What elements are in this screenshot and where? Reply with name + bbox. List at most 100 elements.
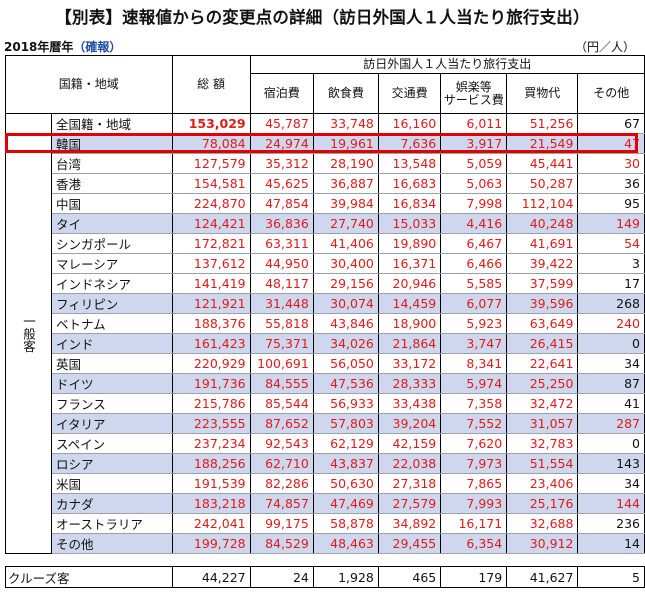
page-title: 【別表】速報値からの変更点の詳細（訪日外国人１人当たり旅行支出） xyxy=(55,8,590,27)
table-cell: 36,836 xyxy=(249,213,314,234)
table-cell: 50,630 xyxy=(312,473,379,494)
table-cell: 41,691 xyxy=(506,233,579,254)
table-cell: 16,834 xyxy=(377,193,442,214)
row-label: オーストラリア xyxy=(51,513,173,534)
table-cell: 47,469 xyxy=(312,493,379,514)
table-cell: 20,946 xyxy=(377,273,442,294)
row-label: タイ xyxy=(51,213,173,234)
row-label: インド xyxy=(51,333,173,354)
year-text: 2018年暦年 xyxy=(4,40,74,54)
table-cell: 5,063 xyxy=(440,173,508,194)
spacer-row xyxy=(5,553,645,567)
row-label: イタリア xyxy=(51,413,173,434)
table-cell: 465 xyxy=(377,566,442,588)
row-label: マレーシア xyxy=(51,253,173,274)
table-cell: 16,371 xyxy=(377,253,442,274)
table-row: 香港 154,581 45,625 36,887 16,683 5,063 50,287 36 xyxy=(6,173,645,194)
table-cell: 0 xyxy=(577,433,645,454)
table-row: 米国 191,539 82,286 50,630 27,318 7,865 23,406 34 xyxy=(6,473,645,494)
table-cell: 34,026 xyxy=(312,333,379,354)
table-cell: 39,422 xyxy=(506,253,579,274)
table-row: シンガポール 172,821 63,311 41,406 19,890 6,467 41,6… xyxy=(6,233,645,254)
table-cell: 220,929 xyxy=(171,353,251,374)
table-cell: 35,312 xyxy=(249,153,314,174)
table-cell: 127,579 xyxy=(171,153,251,174)
table-cell: 242,041 xyxy=(171,513,251,534)
table-cell: 45,625 xyxy=(249,173,314,194)
table-cell: 74,857 xyxy=(249,493,314,514)
table-cell: 99,175 xyxy=(249,513,314,534)
header-col: 飲食費 xyxy=(312,73,379,114)
table-cell: 78,084 xyxy=(171,133,251,154)
table-cell: 143 xyxy=(577,453,645,474)
table-cell: 240 xyxy=(577,313,645,334)
table-cell: 268 xyxy=(577,293,645,314)
header-span: 訪日外国人１人当たり旅行支出 xyxy=(249,55,645,74)
table-row: カナダ 183,218 74,857 47,469 27,579 7,993 25,176 1… xyxy=(6,493,645,514)
cruise-label: クルーズ客 xyxy=(5,566,173,588)
table-cell: 4,416 xyxy=(440,213,508,234)
table-cell: 18,900 xyxy=(377,313,442,334)
table-cell: 21,864 xyxy=(377,333,442,354)
table-cell: 7,620 xyxy=(440,433,508,454)
table-cell: 44,950 xyxy=(249,253,314,274)
table-cell: 19,961 xyxy=(312,133,379,154)
table-cell: 32,472 xyxy=(506,393,579,414)
table-cell: 15,033 xyxy=(377,213,442,234)
table-cell: 54 xyxy=(577,233,645,254)
table-cell: 27,318 xyxy=(377,473,442,494)
table-cell: 30,912 xyxy=(506,533,579,554)
table-cell: 84,529 xyxy=(249,533,314,554)
table-cell: 6,354 xyxy=(440,533,508,554)
table-cell: 62,129 xyxy=(312,433,379,454)
table-cell: 7,636 xyxy=(377,133,442,154)
table-cell: 34,892 xyxy=(377,513,442,534)
table-cell: 23,406 xyxy=(506,473,579,494)
table-cell: 161,423 xyxy=(171,333,251,354)
table-cell: 30,074 xyxy=(312,293,379,314)
table-row: ドイツ 191,736 84,555 47,536 28,333 5,974 25,250 8… xyxy=(6,373,645,394)
table-cell: 1,928 xyxy=(312,566,379,588)
row-label: フランス xyxy=(51,393,173,414)
table-cell: 32,688 xyxy=(506,513,579,534)
table-cell: 34 xyxy=(577,353,645,374)
table-cell: 56,050 xyxy=(312,353,379,374)
table-cell: 7,552 xyxy=(440,413,508,434)
table-cell: 17 xyxy=(577,273,645,294)
table-row: ベトナム 188,376 55,818 43,846 18,900 5,923 63,649… xyxy=(6,313,645,334)
table-cell: 29,455 xyxy=(377,533,442,554)
table-cell: 188,376 xyxy=(171,313,251,334)
table-cell: 31,057 xyxy=(506,413,579,434)
table-cell: 13,548 xyxy=(377,153,442,174)
row-label: ロシア xyxy=(51,453,173,474)
table-cell: 63,311 xyxy=(249,233,314,254)
row-label: 中国 xyxy=(51,193,173,214)
table-cell: 100,691 xyxy=(249,353,314,374)
table-cell: 48,463 xyxy=(312,533,379,554)
table-cell: 33,172 xyxy=(377,353,442,374)
header-total: 総 額 xyxy=(171,55,251,114)
table-cell: 191,736 xyxy=(171,373,251,394)
table-cell: 26,415 xyxy=(506,333,579,354)
table-cell: 215,786 xyxy=(171,393,251,414)
table-cell: 63,649 xyxy=(506,313,579,334)
row-label: 全国籍・地域 xyxy=(51,113,173,134)
table-cell: 237,234 xyxy=(171,433,251,454)
header-col: 娯楽等 サービス費 xyxy=(440,73,508,114)
table-cell: 144 xyxy=(577,493,645,514)
table-row: ロシア 188,256 62,710 43,837 22,038 7,973 51,554 1… xyxy=(6,453,645,474)
table-cell: 16,160 xyxy=(377,113,442,134)
table-cell: 0 xyxy=(577,333,645,354)
row-label: 米国 xyxy=(51,473,173,494)
table-cell: 85,544 xyxy=(249,393,314,414)
row-label: 香港 xyxy=(51,173,173,194)
table-cell: 112,104 xyxy=(506,193,579,214)
table-row: マレーシア 137,612 44,950 30,400 16,371 6,466 39,42… xyxy=(6,253,645,274)
table-cell: 179 xyxy=(440,566,508,588)
table-cell: 56,933 xyxy=(312,393,379,414)
table-row: インドネシア 141,419 48,117 29,156 20,946 5,585 37,5… xyxy=(6,273,645,294)
spacer-cell xyxy=(5,553,645,567)
table-cell: 34 xyxy=(577,473,645,494)
table-cell: 16,171 xyxy=(440,513,508,534)
table-cell: 5,585 xyxy=(440,273,508,294)
